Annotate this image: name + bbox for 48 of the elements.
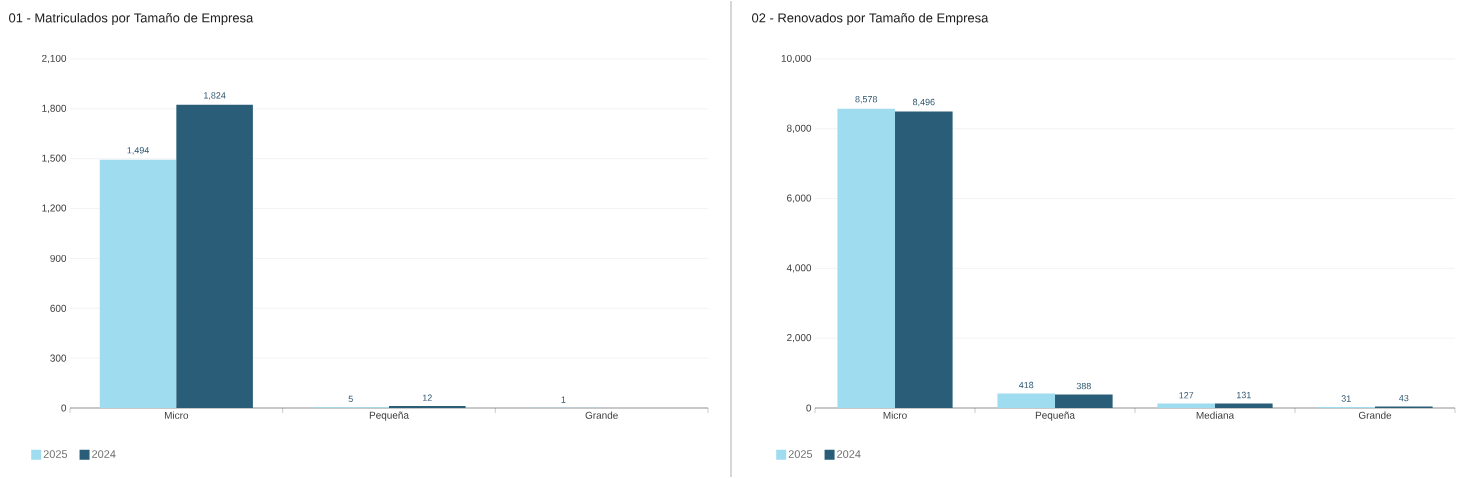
x-tick-label: Mediana — [1196, 411, 1235, 419]
data-label: 131 — [1237, 391, 1251, 399]
data-label: 43 — [1399, 394, 1409, 402]
y-tick-label: 600 — [50, 304, 67, 312]
legend-label: 2024 — [92, 450, 116, 458]
data-label: 1 — [561, 396, 566, 403]
y-tick-label: 4,000 — [786, 264, 812, 273]
y-tick-label: 0 — [806, 404, 812, 412]
y-tick-label: 900 — [50, 254, 67, 262]
y-tick-label: 1,500 — [42, 154, 67, 163]
bar — [837, 108, 896, 408]
data-label: 8,496 — [912, 98, 935, 107]
data-label: 1,494 — [127, 147, 149, 155]
y-tick-label: 8,000 — [787, 124, 812, 133]
bar — [176, 104, 253, 408]
y-tick-label: 1,200 — [42, 204, 67, 213]
data-label: 5 — [348, 395, 353, 402]
data-label: 418 — [1018, 381, 1034, 389]
bar — [997, 393, 1056, 408]
bar — [895, 111, 953, 408]
y-tick-label: 10,000 — [781, 54, 812, 64]
bar — [1157, 403, 1216, 408]
y-tick-label: 0 — [61, 404, 67, 412]
chart-title: 02 - Renovados por Tamaño de Empresa — [752, 12, 989, 26]
chart-title: 01 - Matriculados por Tamaño de Empresa — [9, 12, 254, 26]
x-tick-label: Grande — [1358, 411, 1392, 419]
data-label: 31 — [1341, 395, 1351, 402]
bar — [99, 159, 177, 408]
legend-label: 2024 — [837, 450, 861, 458]
data-label: 127 — [1179, 392, 1194, 399]
data-label: 8,578 — [855, 96, 878, 104]
legend-label: 2025 — [43, 450, 68, 458]
y-tick-label: 2,100 — [42, 54, 67, 64]
bar — [1215, 403, 1273, 408]
y-tick-label: 300 — [50, 354, 67, 362]
data-label: 12 — [422, 394, 432, 401]
x-tick-label: Pequeña — [369, 411, 409, 421]
x-tick-label: Pequeña — [1035, 411, 1075, 421]
legend-label: 2025 — [788, 450, 813, 458]
y-tick-label: 1,800 — [42, 104, 67, 113]
x-tick-label: Micro — [164, 411, 189, 419]
data-label: 388 — [1076, 382, 1091, 390]
data-label: 1,824 — [204, 92, 226, 100]
x-tick-label: Grande — [585, 411, 618, 419]
bar — [1055, 394, 1113, 408]
x-tick-label: Micro — [883, 411, 907, 419]
y-tick-label: 2,000 — [787, 334, 812, 343]
y-tick-label: 6,000 — [787, 194, 812, 203]
